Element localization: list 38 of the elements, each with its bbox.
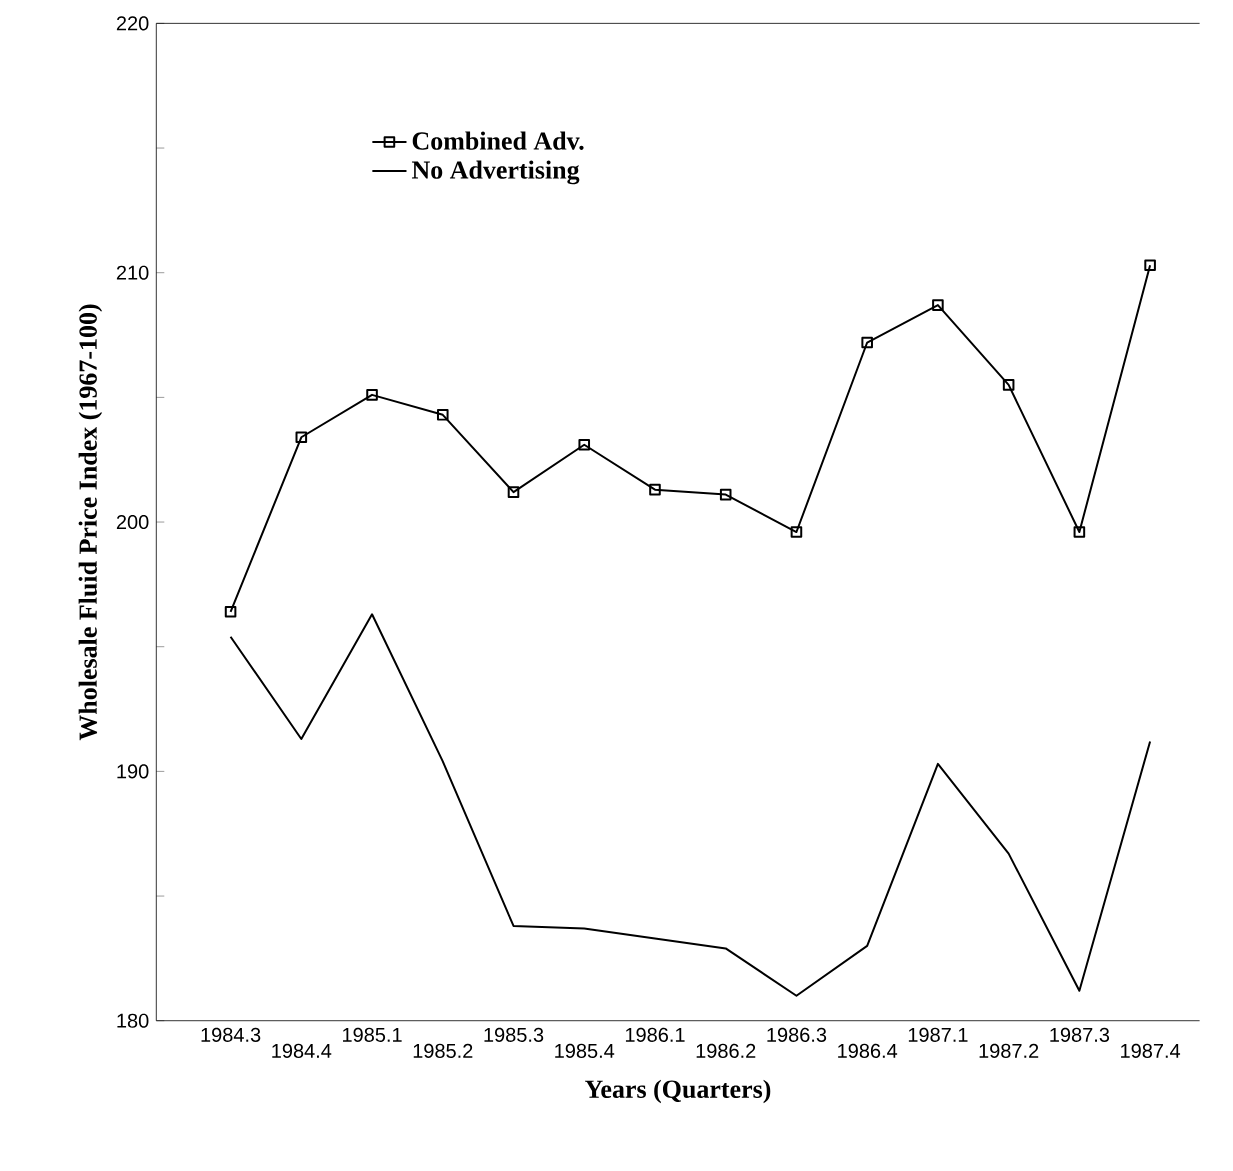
point: [295, 431, 308, 444]
point: [224, 606, 237, 618]
x-axis-title: Years (Quarters): [585, 1079, 771, 1104]
x-tick-label: 1985.3: [484, 1027, 544, 1042]
point: [790, 526, 803, 538]
point: [719, 488, 732, 501]
x-tick-label: 1986.4: [838, 1043, 898, 1058]
x-tick-label: 1987.1: [908, 1027, 968, 1042]
legend-label: No Advertising: [411, 160, 580, 185]
x-tick-label: 1986.3: [767, 1027, 827, 1042]
y-tick-label: 220: [116, 16, 149, 31]
point: [649, 483, 661, 496]
y-axis-title: Wholesale Fluid Price Index (1967-100): [78, 304, 103, 741]
x-tick-label: 1986.2: [696, 1043, 756, 1058]
point: [507, 486, 520, 498]
point: [436, 409, 449, 421]
point: [366, 389, 378, 401]
y-tick-label: 200: [116, 514, 149, 530]
x-tick-label: 1987.3: [1050, 1027, 1110, 1042]
x-tick-label: 1985.1: [343, 1027, 402, 1042]
point: [1002, 379, 1015, 391]
point: [1073, 526, 1086, 538]
line-series: [229, 613, 1152, 997]
x-tick-label: 1985.4: [555, 1043, 615, 1058]
point: [1144, 259, 1156, 272]
point: [578, 438, 591, 451]
legend-label: Combined Adv.: [412, 131, 584, 150]
x-tick-label: 1984.4: [272, 1043, 332, 1058]
x-tick-label: 1986.1: [625, 1027, 685, 1042]
x-tick-label: 1985.2: [413, 1043, 473, 1058]
point: [932, 299, 944, 311]
y-tick-label: 190: [117, 764, 149, 779]
x-tick-label: 1987.2: [979, 1043, 1039, 1058]
y-tick-label: 210: [116, 265, 149, 280]
point: [861, 336, 873, 349]
y-tick-label: 180: [117, 1013, 149, 1028]
x-tick-label: 1987.4: [1121, 1043, 1181, 1058]
x-tick-label: 1984.3: [201, 1027, 261, 1042]
